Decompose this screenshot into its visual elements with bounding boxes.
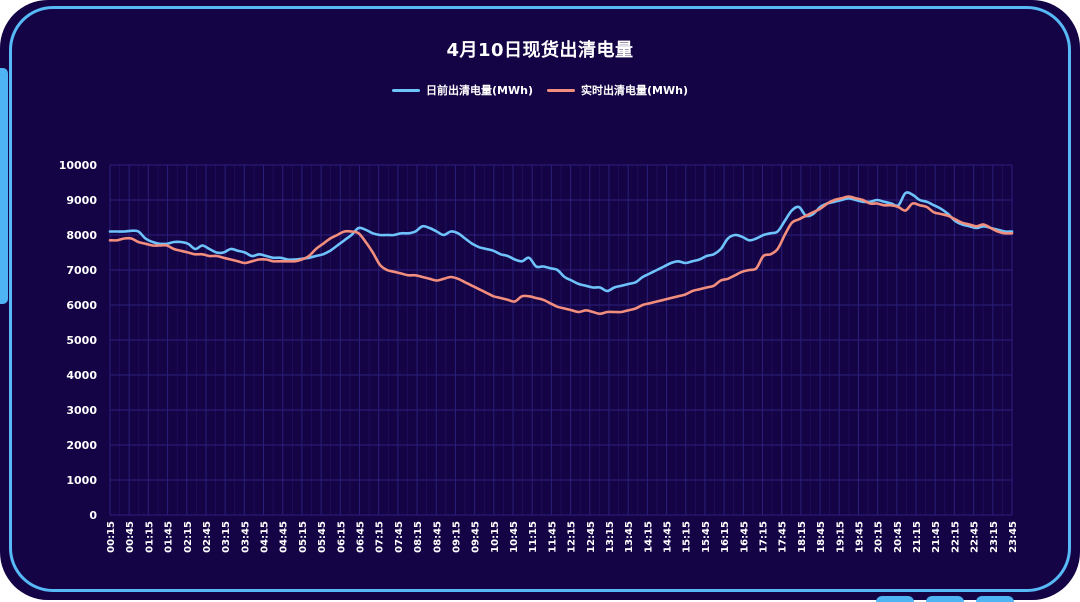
x-tick-label: 18:45 [816,521,827,553]
x-tick-label: 17:15 [759,521,770,553]
footer-tab-decoration [926,596,964,602]
y-tick-label: 0 [89,509,97,522]
y-tick-label: 8000 [66,229,97,242]
x-tick-label: 00:45 [125,521,136,553]
y-tick-label: 7000 [66,264,97,277]
x-tick-label: 19:15 [835,521,846,553]
legend-item-real-time[interactable]: 实时出清电量(MWh) [547,82,688,98]
x-tick-label: 10:45 [509,521,520,553]
x-tick-label: 02:45 [202,521,213,553]
x-tick-label: 06:15 [336,521,347,553]
x-tick-label: 09:45 [471,521,482,553]
y-axis: 0 1000 2000 3000 4000 5000 6000 7000 8000 9000 100… [59,159,98,522]
x-tick-label: 10:15 [490,521,501,553]
y-tick-label: 3000 [66,404,97,417]
x-tick-label: 12:45 [586,521,597,553]
y-tick-label: 5000 [66,334,97,347]
x-tick-label: 21:45 [931,521,942,553]
x-tick-label: 19:45 [854,521,865,553]
footer-tab-decoration [876,596,914,602]
x-tick-label: 20:15 [874,521,885,553]
x-tick-label: 00:15 [106,521,117,553]
x-tick-label: 13:45 [624,521,635,553]
chart-legend: 日前出清电量(MWh) 实时出清电量(MWh) [0,82,1080,98]
x-tick-label: 05:15 [298,521,309,553]
x-tick-label: 22:45 [970,521,981,553]
x-tick-label: 16:15 [720,521,731,553]
x-tick-label: 08:45 [432,521,443,553]
x-tick-label: 23:45 [1008,521,1019,553]
y-tick-label: 9000 [66,194,97,207]
footer-tab-decoration [976,596,1014,602]
x-axis: 00:15 00:45 01:15 01:45 02:15 02:45 03:15 03:45… [106,521,1019,553]
y-tick-label: 4000 [66,369,97,382]
x-tick-label: 15:15 [682,521,693,553]
x-tick-label: 07:45 [394,521,405,553]
side-tab-decoration [0,68,8,304]
x-tick-label: 15:45 [701,521,712,553]
x-tick-label: 03:15 [221,521,232,553]
x-tick-label: 01:45 [164,521,175,553]
x-tick-label: 11:45 [547,521,558,553]
y-tick-label: 6000 [66,299,97,312]
series-line-real-time [108,195,1014,316]
y-tick-label: 2000 [66,439,97,452]
series-line-day-ahead [108,191,1014,293]
x-tick-label: 09:15 [451,521,462,553]
x-tick-label: 14:45 [663,521,674,553]
x-tick-label: 04:45 [279,521,290,553]
x-tick-label: 07:15 [375,521,386,553]
x-tick-label: 11:15 [528,521,539,553]
x-tick-label: 14:15 [643,521,654,553]
x-tick-label: 03:45 [240,521,251,553]
x-tick-label: 13:15 [605,521,616,553]
y-tick-label: 10000 [59,159,98,172]
chart-title: 4月10日现货出清电量 [446,40,634,61]
legend-swatch-day-ahead [392,88,421,92]
legend-item-day-ahead[interactable]: 日前出清电量(MWh) [392,82,533,98]
x-tick-label: 12:15 [567,521,578,553]
x-tick-label: 04:15 [260,521,271,553]
x-tick-label: 22:15 [950,521,961,553]
x-tick-label: 05:45 [317,521,328,553]
x-tick-label: 06:45 [355,521,366,553]
series-layer [108,191,1014,316]
x-tick-label: 18:15 [797,521,808,553]
x-tick-label: 08:15 [413,521,424,553]
legend-label-day-ahead: 日前出清电量(MWh) [426,84,533,97]
x-tick-label: 21:15 [912,521,923,553]
legend-label-real-time: 实时出清电量(MWh) [581,84,688,97]
x-tick-label: 02:15 [183,521,194,553]
x-tick-label: 23:15 [989,521,1000,553]
grid-layer [109,164,1013,516]
x-tick-label: 01:15 [144,521,155,553]
legend-swatch-real-time [547,88,575,92]
x-tick-label: 17:45 [778,521,789,553]
x-tick-label: 16:45 [739,521,750,553]
y-tick-label: 1000 [66,474,97,487]
x-tick-label: 20:45 [893,521,904,553]
